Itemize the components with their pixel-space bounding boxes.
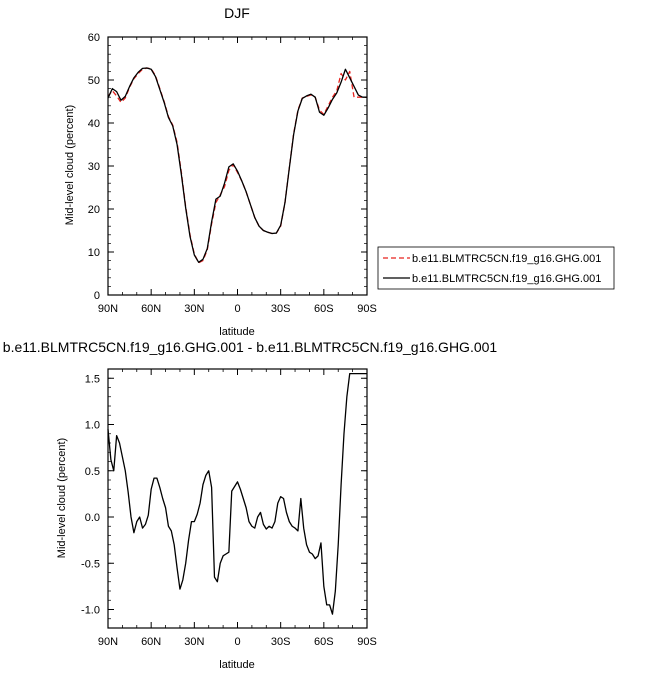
bottom-x-tick-label: 30N	[184, 636, 204, 648]
bottom-y-tick-label: 1.0	[85, 420, 100, 432]
legend-box	[377, 246, 615, 290]
bottom-y-tick-label: -1.0	[81, 605, 100, 617]
bottom-x-tick-label: 60S	[314, 636, 334, 648]
top-x-tick-label: 90S	[357, 303, 377, 315]
top-x-tick-label: 30S	[271, 303, 291, 315]
legend-label-series-2: b.e11.BLMTRC5CN.f19_g16.GHG.001	[412, 273, 601, 285]
top-x-tick-label: 0	[234, 303, 240, 315]
bottom-y-tick-label: 1.5	[85, 373, 100, 385]
bottom-y-tick-label: -0.5	[81, 558, 100, 570]
bottom-chart-title: b.e11.BLMTRC5CN.f19_g16.GHG.001 - b.e11.…	[3, 339, 498, 355]
legend-label-series-1: b.e11.BLMTRC5CN.f19_g16.GHG.001	[412, 253, 601, 265]
bottom-y-tick-label: 0.5	[85, 466, 100, 478]
bottom-x-tick-label: 90S	[357, 636, 377, 648]
top-x-tick-label: 30N	[184, 303, 204, 315]
bottom-y-axis-label: Mid-level cloud (percent)	[56, 438, 68, 558]
top-y-tick-label: 10	[88, 247, 100, 259]
top-x-tick-label: 60S	[314, 303, 334, 315]
top-x-tick-label: 90N	[98, 303, 118, 315]
top-plot-area: 90N 60N 30N 0 30S 60S 90S 0 10 20 30 40 50 60	[88, 32, 377, 315]
bottom-x-axis-label: latitude	[219, 659, 254, 671]
top-series-line-1	[107, 67, 367, 264]
bottom-x-tick-label: 90N	[98, 636, 118, 648]
top-x-tick-label: 60N	[141, 303, 161, 315]
bottom-x-tick-label: 0	[234, 636, 240, 648]
bottom-y-tick-label: 0.0	[85, 512, 100, 524]
top-y-tick-label: 20	[88, 204, 100, 216]
bottom-x-tick-label: 60N	[141, 636, 161, 648]
bottom-panel: b.e11.BLMTRC5CN.f19_g16.GHG.001 - b.e11.…	[3, 339, 498, 671]
legend: b.e11.BLMTRC5CN.f19_g16.GHG.001 b.e11.BL…	[377, 246, 615, 290]
top-y-tick-label: 50	[88, 75, 100, 87]
top-y-tick-label: 0	[94, 290, 100, 302]
top-plot-frame	[107, 36, 368, 296]
bottom-plot-frame	[107, 368, 368, 629]
bottom-plot-area: 90N 60N 30N 0 30S 60S 90S -1.0 -0.5 0.0 0.5 1.0 1.5	[81, 368, 377, 648]
top-y-tick-label: 40	[88, 118, 100, 130]
top-chart-title: DJF	[224, 5, 250, 21]
top-y-tick-label: 30	[88, 161, 100, 173]
top-y-tick-label: 60	[88, 32, 100, 44]
top-series-line-2	[107, 67, 367, 263]
bottom-series-line-1	[107, 372, 367, 615]
top-panel: DJF Mid-level cloud (percent) latitude 9…	[64, 5, 615, 338]
top-y-axis-label: Mid-level cloud (percent)	[64, 105, 76, 225]
bottom-x-tick-label: 30S	[271, 636, 291, 648]
top-x-axis-label: latitude	[219, 326, 254, 338]
